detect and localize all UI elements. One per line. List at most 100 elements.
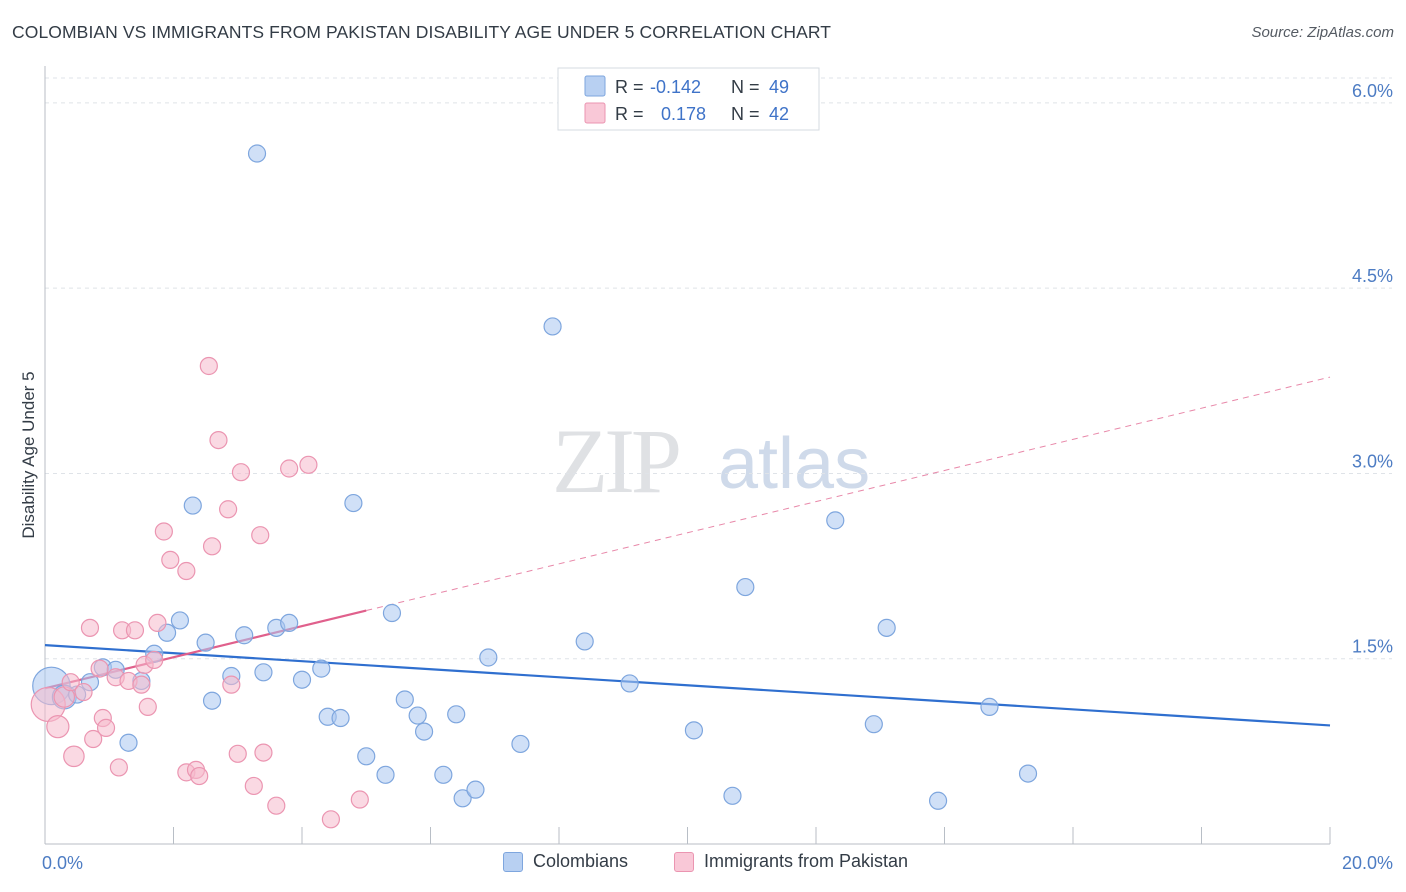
trend-line-extension-pakistan	[366, 376, 1331, 612]
y-tick-label: 4.5%	[1352, 266, 1393, 286]
point-colombian	[196, 633, 215, 652]
data-points	[30, 144, 1038, 829]
point-pakistan	[90, 659, 109, 678]
point-pakistan	[74, 682, 93, 702]
point-pakistan	[148, 613, 167, 632]
y-tick-label: 3.0%	[1352, 451, 1393, 471]
point-pakistan	[125, 621, 145, 640]
legend-r-label-colombians: R =	[615, 77, 644, 97]
point-pakistan	[299, 455, 318, 474]
legend-label-colombians: Colombians	[533, 851, 629, 871]
legend-label-pakistan: Immigrants from Pakistan	[704, 851, 909, 871]
point-pakistan	[138, 697, 157, 716]
correlation-legend: R = -0.142 N = 49 R = 0.178 N = 42	[557, 67, 820, 131]
point-colombian	[543, 317, 562, 336]
point-pakistan	[63, 745, 85, 768]
point-pakistan	[254, 743, 273, 762]
point-colombian	[453, 789, 472, 808]
point-pakistan	[132, 675, 151, 694]
point-colombian	[395, 690, 414, 709]
point-pakistan	[161, 550, 180, 570]
y-axis-label: Disability Age Under 5	[19, 371, 38, 538]
point-pakistan	[251, 526, 270, 545]
point-colombian	[575, 632, 594, 651]
legend-item-pakistan: Immigrants from Pakistan	[674, 851, 908, 872]
legend-swatch-colombians	[584, 75, 606, 97]
point-pakistan	[228, 744, 247, 763]
x-tick-label-max: 20.0%	[1342, 853, 1393, 873]
trend-line-colombian	[44, 644, 1331, 727]
point-colombian	[684, 721, 704, 740]
point-pakistan	[321, 810, 341, 829]
point-colombian	[312, 659, 331, 678]
point-colombian	[877, 618, 896, 637]
point-colombian	[202, 691, 222, 710]
legend-swatch-pakistan	[584, 102, 606, 124]
point-colombian	[980, 697, 999, 716]
source-credit: Source: ZipAtlas.com	[1251, 24, 1394, 41]
point-colombian	[254, 663, 273, 682]
point-colombian	[183, 496, 202, 515]
point-colombian	[1018, 764, 1038, 783]
point-colombian	[511, 734, 530, 754]
point-colombian	[119, 733, 138, 752]
point-pakistan	[350, 790, 369, 809]
legend-n-value-colombians: 49	[769, 77, 789, 97]
point-pakistan	[244, 776, 263, 796]
watermark-atlas: atlas	[718, 424, 870, 504]
point-pakistan	[267, 796, 286, 815]
axes: 1.5% 3.0% 4.5% 6.0% 0.0% 20.0%	[42, 66, 1393, 873]
point-colombian	[280, 613, 299, 632]
point-colombian	[928, 791, 948, 810]
legend-r-value-colombians: -0.142	[650, 77, 701, 97]
legend-n-label-colombians: N =	[731, 77, 760, 97]
point-pakistan	[199, 356, 218, 376]
x-tick-label-min: 0.0%	[42, 853, 83, 873]
point-pakistan	[202, 537, 222, 556]
legend-item-colombians: Colombians	[503, 851, 628, 872]
legend-n-value-pakistan: 42	[769, 104, 789, 124]
point-colombian	[620, 674, 639, 693]
grid	[45, 77, 1392, 660]
point-pakistan	[209, 430, 228, 450]
point-colombian	[376, 765, 395, 784]
point-pakistan	[145, 650, 164, 670]
point-colombian	[170, 611, 190, 630]
point-colombian	[382, 603, 402, 623]
point-pakistan	[84, 729, 103, 749]
point-colombian	[408, 706, 427, 725]
y-tick-label: 6.0%	[1352, 81, 1393, 101]
legend-swatch-pakistan	[674, 851, 694, 872]
point-pakistan	[222, 675, 241, 694]
point-pakistan	[280, 459, 299, 478]
point-colombian	[357, 747, 376, 766]
point-pakistan	[177, 561, 196, 581]
point-colombian	[479, 648, 498, 667]
legend-swatch-colombians	[503, 851, 523, 872]
point-colombian	[864, 715, 883, 734]
point-pakistan	[154, 522, 173, 541]
point-colombian	[344, 493, 363, 513]
point-pakistan	[61, 673, 80, 692]
series-legend: Colombians Immigrants from Pakistan	[0, 851, 1406, 877]
point-colombian	[235, 626, 254, 645]
point-colombian	[447, 705, 466, 724]
point-pakistan	[109, 758, 128, 777]
point-pakistan	[219, 500, 238, 519]
point-colombian	[292, 670, 312, 689]
point-colombian	[466, 780, 485, 799]
point-colombian	[434, 765, 453, 784]
point-pakistan	[231, 463, 251, 482]
point-colombian	[247, 144, 267, 163]
point-colombian	[736, 577, 755, 597]
y-tick-label: 1.5%	[1352, 637, 1393, 657]
watermark-zip: ZIP	[552, 410, 679, 512]
point-pakistan	[190, 766, 209, 786]
point-pakistan	[80, 618, 100, 637]
point-colombian	[826, 511, 845, 530]
legend-r-label-pakistan: R =	[615, 104, 644, 124]
point-pakistan	[46, 715, 70, 739]
legend-n-label-pakistan: N =	[731, 104, 760, 124]
point-colombian	[723, 786, 742, 805]
